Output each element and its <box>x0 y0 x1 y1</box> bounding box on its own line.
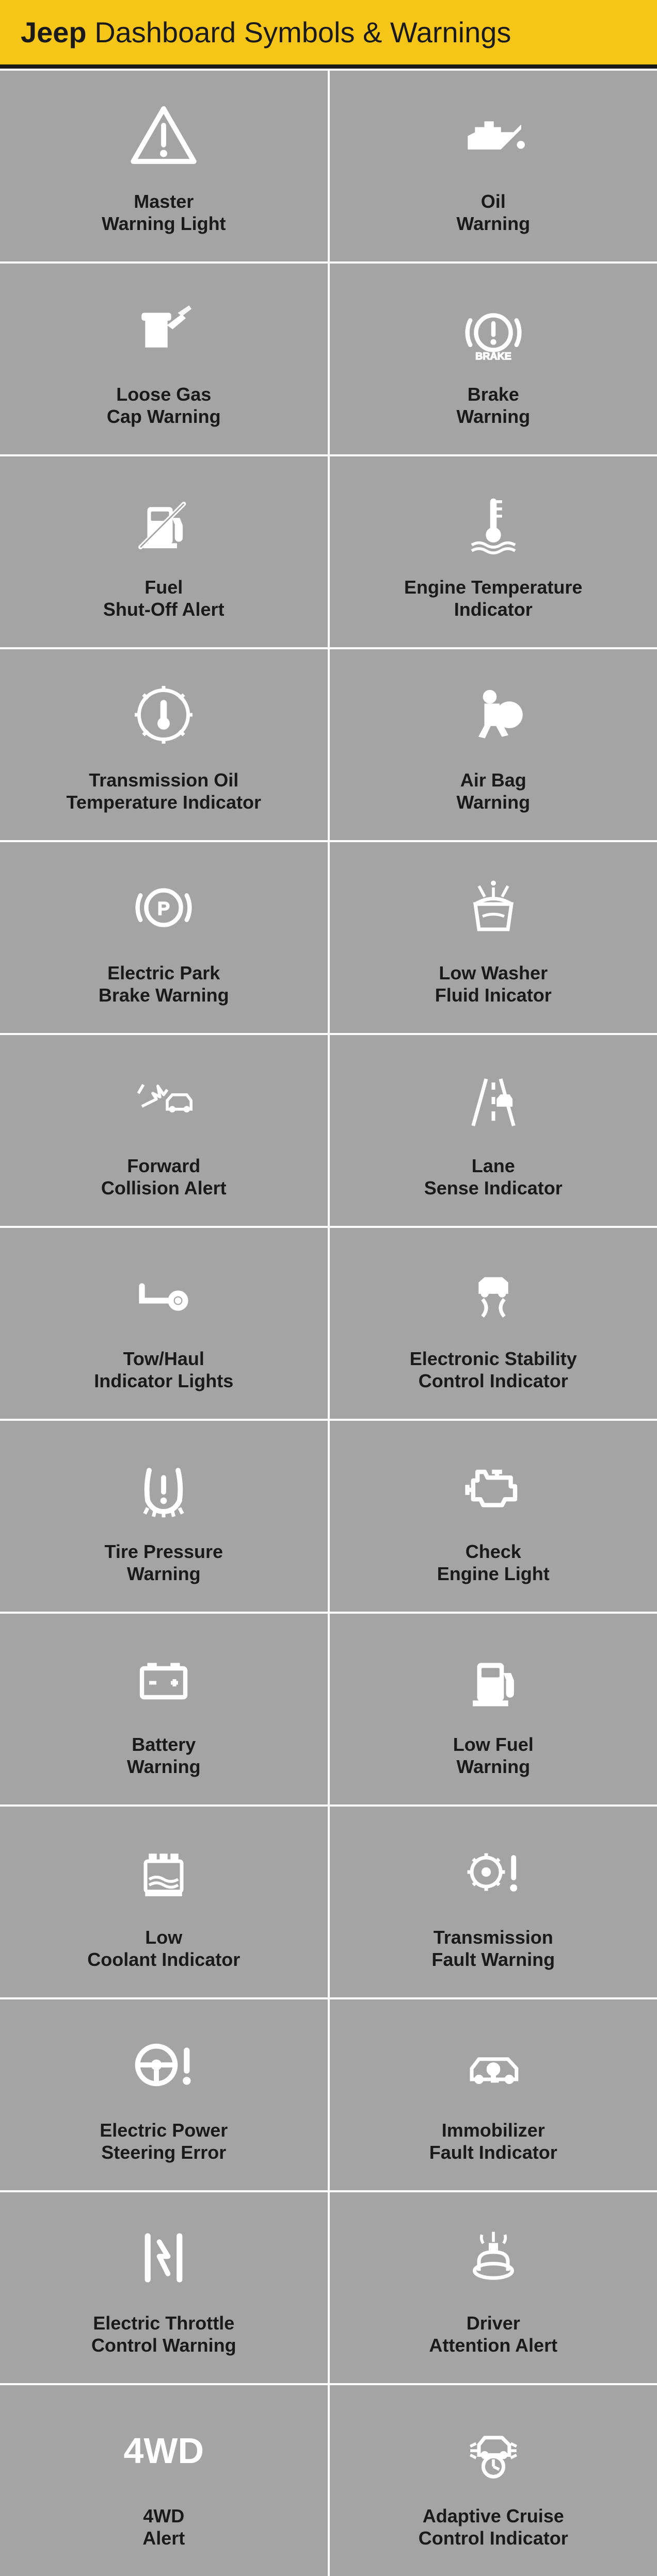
symbol-label: Fuel Shut-Off Alert <box>103 576 225 620</box>
symbol-cell: Electric Throttle Control Warning <box>0 2192 328 2383</box>
symbol-cell: Low Coolant Indicator <box>0 1807 328 1997</box>
symbol-label: Check Engine Light <box>437 1540 550 1585</box>
symbol-label: Oil Warning <box>456 190 530 235</box>
esc-icon <box>457 1255 530 1332</box>
power-steering-icon <box>127 2026 200 2104</box>
tire-pressure-icon <box>127 1448 200 1525</box>
symbol-label: Low Coolant Indicator <box>87 1926 240 1971</box>
engine-temp-icon <box>457 483 530 561</box>
header-bold: Jeep <box>21 16 87 48</box>
symbol-cell: Brake Warning <box>330 264 657 454</box>
coolant-icon <box>127 1833 200 1911</box>
adaptive-cruise-icon <box>457 2412 530 2489</box>
symbol-cell: Immobilizer Fault Indicator <box>330 1999 657 2190</box>
washer-fluid-icon <box>457 869 530 946</box>
symbol-label: Tire Pressure Warning <box>105 1540 223 1585</box>
forward-collision-icon <box>127 1062 200 1139</box>
symbol-label: Electric Power Steering Error <box>100 2119 228 2163</box>
master-warning-icon <box>127 97 200 175</box>
symbol-cell: Low Fuel Warning <box>330 1614 657 1804</box>
symbol-label: Forward Collision Alert <box>101 1155 227 1199</box>
trans-fault-icon <box>457 1833 530 1911</box>
symbol-label: Master Warning Light <box>102 190 226 235</box>
symbol-label: Battery Warning <box>127 1733 201 1778</box>
symbol-label: Driver Attention Alert <box>429 2312 557 2356</box>
tow-haul-icon <box>127 1255 200 1332</box>
symbol-cell: Transmission Fault Warning <box>330 1807 657 1997</box>
symbol-cell: 4WD 4WD Alert <box>0 2385 328 2576</box>
symbol-label: Transmission Oil Temperature Indicator <box>67 769 261 813</box>
driver-attention-icon <box>457 2219 530 2296</box>
symbol-cell: Tire Pressure Warning <box>0 1421 328 1612</box>
symbol-label: Electric Throttle Control Warning <box>91 2312 236 2356</box>
symbol-label: Lane Sense Indicator <box>424 1155 563 1199</box>
header-underline <box>0 64 657 69</box>
park-brake-icon <box>127 869 200 946</box>
symbol-cell: Oil Warning <box>330 71 657 261</box>
symbol-cell: Fuel Shut-Off Alert <box>0 456 328 647</box>
symbol-label: Brake Warning <box>456 383 530 428</box>
symbol-label: Adaptive Cruise Control Indicator <box>419 2505 568 2549</box>
symbol-cell: Engine Temperature Indicator <box>330 456 657 647</box>
symbol-cell: Electric Power Steering Error <box>0 1999 328 2190</box>
battery-icon <box>127 1640 200 1718</box>
symbol-cell: Driver Attention Alert <box>330 2192 657 2383</box>
low-fuel-icon <box>457 1640 530 1718</box>
symbol-cell: Loose Gas Cap Warning <box>0 264 328 454</box>
symbol-cell: Electric Park Brake Warning <box>0 842 328 1033</box>
header-rest: Dashboard Symbols & Warnings <box>87 16 511 48</box>
symbol-cell: Tow/Haul Indicator Lights <box>0 1228 328 1419</box>
symbol-cell: Master Warning Light <box>0 71 328 261</box>
page-header: Jeep Dashboard Symbols & Warnings <box>0 0 657 64</box>
symbol-label: Loose Gas Cap Warning <box>107 383 221 428</box>
symbol-label: Air Bag Warning <box>456 769 530 813</box>
symbol-cell: Transmission Oil Temperature Indicator <box>0 649 328 840</box>
symbol-label: Transmission Fault Warning <box>431 1926 555 1971</box>
symbol-label: Tow/Haul Indicator Lights <box>94 1348 233 1392</box>
symbol-cell: Low Washer Fluid Inicator <box>330 842 657 1033</box>
symbol-cell: Electronic Stability Control Indicator <box>330 1228 657 1419</box>
trans-temp-icon <box>127 676 200 753</box>
symbol-cell: Lane Sense Indicator <box>330 1035 657 1226</box>
symbol-label: Engine Temperature Indicator <box>404 576 582 620</box>
symbol-label: Immobilizer Fault Indicator <box>429 2119 557 2163</box>
symbol-cell: Forward Collision Alert <box>0 1035 328 1226</box>
4wd-text-icon: 4WD <box>123 2412 204 2489</box>
symbol-cell: Check Engine Light <box>330 1421 657 1612</box>
symbol-label: Low Fuel Warning <box>453 1733 534 1778</box>
symbol-cell: Battery Warning <box>0 1614 328 1804</box>
symbol-label: Electronic Stability Control Indicator <box>410 1348 577 1392</box>
lane-sense-icon <box>457 1062 530 1139</box>
throttle-icon <box>127 2219 200 2296</box>
symbol-label: Electric Park Brake Warning <box>99 962 229 1006</box>
check-engine-icon <box>457 1448 530 1525</box>
symbol-label: 4WD Alert <box>142 2505 185 2549</box>
brake-icon <box>457 290 530 368</box>
fuel-shutoff-icon <box>127 483 200 561</box>
symbol-label: Low Washer Fluid Inicator <box>435 962 552 1006</box>
immobilizer-icon <box>457 2026 530 2104</box>
gas-cap-icon <box>127 290 200 368</box>
symbol-cell: Air Bag Warning <box>330 649 657 840</box>
symbol-cell: Adaptive Cruise Control Indicator <box>330 2385 657 2576</box>
symbols-grid: Master Warning Light Oil Warning Loose Gas… <box>0 69 657 2576</box>
oil-can-icon <box>457 97 530 175</box>
airbag-icon <box>457 676 530 753</box>
